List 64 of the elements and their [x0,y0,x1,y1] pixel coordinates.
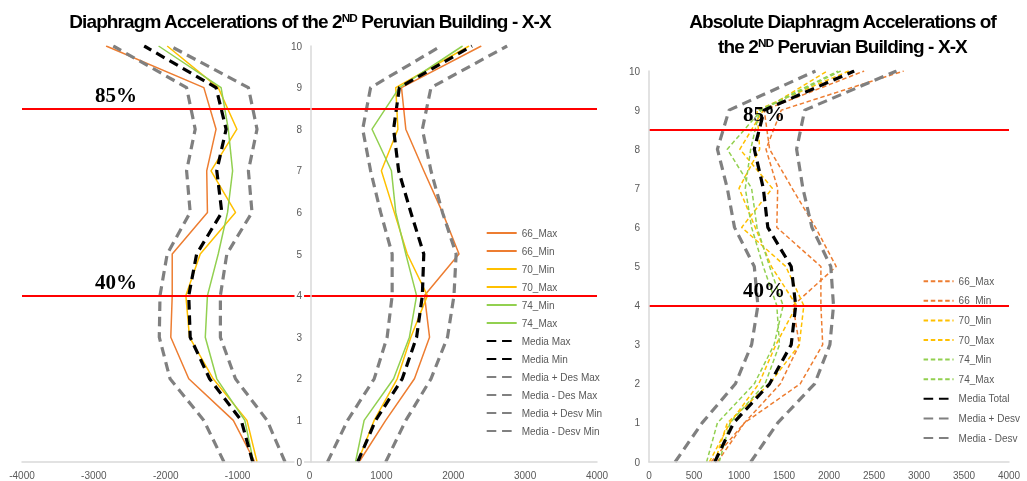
legend-label: 74_Min [958,354,992,366]
y-tick-label: 2 [634,378,641,390]
y-tick-label: 2 [296,373,303,385]
legend-label: 74_Max [958,373,995,385]
y-tick-label: 1 [296,414,303,426]
legend-label: 70_Min [521,263,555,275]
y-tick-label: 7 [634,182,641,194]
legend-label: Media - Desv Min [521,425,600,437]
x-tick-label: 3500 [952,469,976,481]
y-tick-label: 6 [296,206,303,218]
y-tick-label: 1 [634,417,641,429]
legend-label: 74_Min [521,299,555,311]
legend-label: 70_Min [958,314,992,326]
legend-label: 70_Max [521,281,558,293]
y-tick-label: 6 [634,221,641,233]
legend-label: Media + Desv [958,412,1021,424]
chart-title: Diaphragm Accelerations of the 2$^{ND}$ Peruvian Building - X-X [68,9,553,34]
annotation: 40% [95,270,137,295]
y-tick-label: 5 [296,248,303,260]
y-tick-label: 7 [296,165,303,177]
y-tick-label: 8 [634,143,641,155]
y-tick-label: 8 [296,123,303,135]
x-tick-label: 4000 [997,469,1021,481]
y-tick-label: 3 [296,331,303,343]
x-tick-label: -2000 [152,469,179,481]
legend-label: Media Total [958,393,1010,405]
x-tick-label: 2000 [817,469,841,481]
legend-label: Media Max [521,335,571,347]
chart-title: Absolute Diaphragm Accelerations of the 2$^{ND}$ Peruvian Building - X-X [688,10,998,59]
y-tick-label: 9 [296,82,303,94]
legend-label: 74_Max [521,317,558,329]
annotation: 85% [95,82,137,107]
x-tick-label: 3000 [514,469,537,481]
legend-label: 66_Max [521,227,558,239]
x-tick-label: -4000 [9,469,36,481]
y-tick-label: 9 [634,104,641,116]
x-tick-label: 0 [646,469,653,481]
x-tick-label: 2000 [442,469,465,481]
legend-label: Media Min [521,353,568,365]
x-tick-label: 1500 [772,469,796,481]
y-tick-label: 0 [634,456,641,468]
y-tick-label: 0 [296,456,303,468]
x-tick-label: -3000 [81,469,108,481]
x-tick-label: 0 [306,469,313,481]
y-tick-label: 10 [628,65,641,77]
y-tick-label: 3 [634,339,641,351]
x-tick-label: 1000 [370,469,393,481]
y-tick-label: 5 [634,261,641,272]
legend-label: Media + Desv Min [521,407,602,419]
legend-label: Media - Desv [958,432,1018,444]
legend-label: 66_Max [958,275,995,287]
y-tick-label: 4 [296,290,303,302]
legend-label: 66_Min [521,245,555,257]
legend-label: Media + Des Max [521,371,600,383]
y-tick-label: 10 [290,40,303,52]
legend-label: Media - Des Max [521,389,598,401]
legend-label: 70_Max [958,334,995,346]
x-tick-label: 3000 [907,469,931,481]
x-tick-label: 2500 [862,469,886,481]
y-tick-label: 4 [634,300,641,312]
x-tick-label: 1000 [727,469,751,481]
x-tick-label: 500 [685,469,703,481]
x-tick-label: -1000 [224,469,251,481]
x-tick-label: 4000 [585,469,609,481]
